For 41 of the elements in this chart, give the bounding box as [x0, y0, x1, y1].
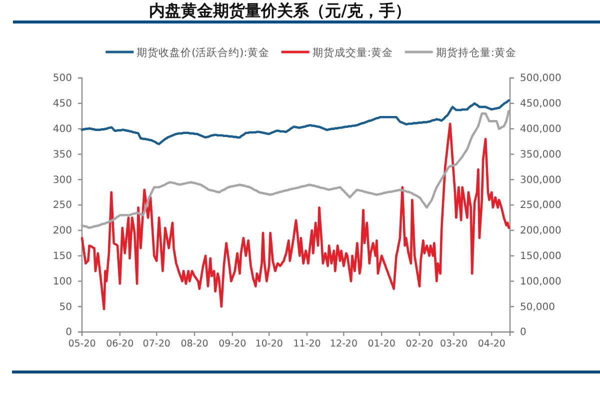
y2-tick-label: 400,000	[520, 124, 562, 135]
legend-label: 期货成交量:黄金	[312, 46, 393, 59]
x-tick-label: 09-20	[218, 338, 246, 350]
x-tick-label: 06-20	[106, 338, 134, 350]
x-tick-label: 10-20	[255, 338, 283, 350]
y2-tick-label: 100,000	[520, 276, 562, 288]
y2-tick-label: 450,000	[520, 98, 562, 110]
x-tick-label: 05-20	[68, 338, 96, 350]
y-tick-label: 0	[66, 327, 72, 338]
x-tick-label: 08-20	[180, 338, 208, 350]
y-tick-label: 50	[59, 302, 72, 313]
line-series	[80, 122, 510, 310]
y-tick-label: 450	[52, 98, 72, 110]
x-tick-label: 07-20	[142, 338, 170, 350]
y2-tick-label: 300,000	[520, 174, 562, 186]
x-tick-label: 12-20	[330, 338, 358, 350]
y-tick-label: 300	[52, 174, 72, 186]
line-series	[80, 110, 510, 230]
y2-tick-label: 250,000	[520, 200, 562, 212]
y2-tick-label: 500,000	[520, 73, 562, 84]
y-tick-label: 500	[52, 73, 72, 84]
chart-title: 内盘黄金期货量价关系（元/克，手）	[149, 1, 411, 20]
x-tick-label: 01-20	[368, 338, 396, 350]
y-tick-label: 400	[52, 124, 72, 135]
y-tick-label: 150	[52, 251, 72, 262]
y2-tick-label: 350,000	[520, 149, 562, 160]
x-tick-label: 03-20	[440, 338, 468, 350]
legend-label: 期货持仓量:黄金	[436, 46, 516, 59]
x-tick-label: 02-20	[406, 338, 434, 350]
y-tick-label: 350	[52, 149, 72, 160]
x-tick-label: 04-20	[478, 338, 506, 350]
y2-tick-label: 200,000	[520, 226, 562, 237]
y-tick-label: 250	[52, 200, 72, 212]
y-tick-label: 100	[52, 276, 72, 288]
line-series	[80, 99, 510, 146]
x-tick-label: 11-20	[293, 338, 321, 350]
y2-tick-label: 0	[520, 327, 526, 338]
y2-tick-label: 150,000	[520, 251, 562, 262]
legend-label: 期货收盘价(活跃合约):黄金	[136, 46, 270, 59]
y-tick-label: 200	[52, 226, 72, 237]
y2-tick-label: 50,000	[520, 302, 555, 313]
